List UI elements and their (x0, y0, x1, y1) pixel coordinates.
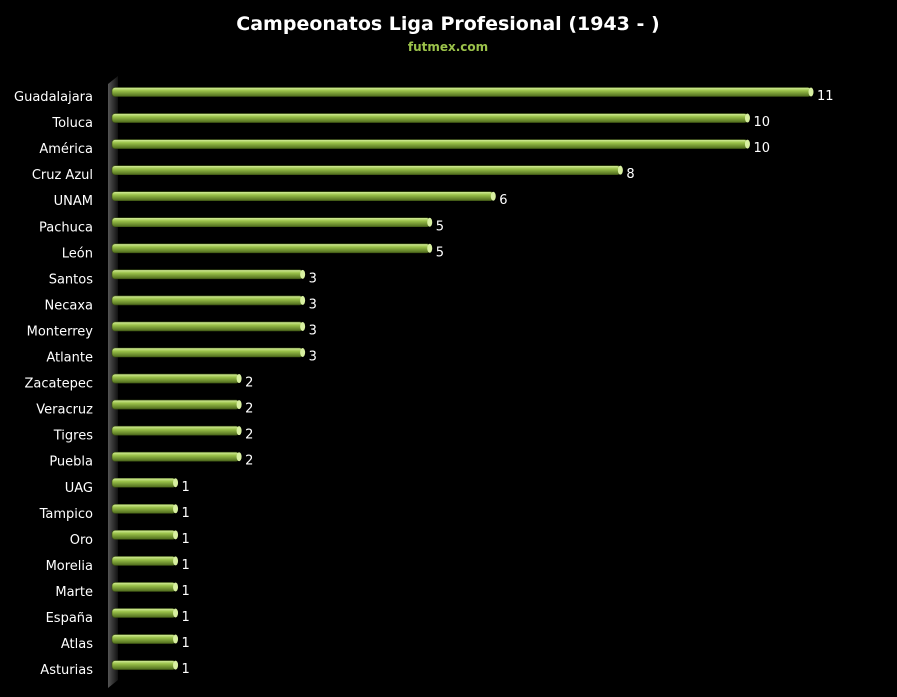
value-label-espana: 1 (182, 610, 190, 625)
value-label-necaxa: 3 (309, 297, 317, 312)
bar-cap-unam (490, 191, 496, 201)
category-label-puebla: Puebla (49, 455, 93, 470)
bars-group (111, 87, 814, 670)
bar-cap-oro (173, 530, 179, 540)
bar-santos (111, 269, 303, 280)
value-label-veracruz: 2 (245, 402, 253, 417)
chart-subtitle: futmex.com (408, 40, 488, 54)
bar-cap-guadalajara (808, 87, 814, 97)
category-label-pachuca: Pachuca (39, 220, 93, 235)
value-label-zacatepec: 2 (245, 376, 253, 391)
bar-cap-zacatepec (236, 374, 242, 384)
bar-pachuca (111, 217, 431, 228)
bar-morelia (111, 556, 176, 566)
category-label-veracruz: Veracruz (36, 403, 93, 418)
bar-leon (111, 243, 431, 254)
category-label-leon: León (62, 246, 93, 261)
bar-america (111, 139, 748, 149)
bar-toluca (111, 113, 748, 123)
value-label-asturias: 1 (182, 662, 190, 677)
bar-necaxa (111, 295, 303, 306)
bar-cap-tigres (236, 426, 242, 436)
bar-oro (111, 530, 176, 540)
bar-monterrey (111, 321, 303, 332)
category-label-espana: España (46, 611, 93, 626)
value-label-unam: 6 (499, 193, 507, 208)
bar-asturias (111, 660, 176, 670)
bar-guadalajara (111, 87, 812, 97)
bar-cap-marte (173, 582, 179, 592)
bar-cap-asturias (173, 660, 179, 670)
value-label-monterrey: 3 (309, 323, 317, 338)
category-label-guadalajara: Guadalajara (14, 90, 93, 105)
bar-puebla (111, 451, 240, 462)
category-label-monterrey: Monterrey (27, 324, 94, 339)
bar-cruz-azul (111, 165, 621, 175)
value-label-morelia: 1 (182, 558, 190, 573)
value-label-atlas: 1 (182, 636, 190, 651)
value-label-marte: 1 (182, 584, 190, 599)
bar-veracruz (111, 399, 240, 410)
category-label-santos: Santos (49, 272, 94, 287)
bar-espana (111, 608, 176, 618)
bar-atlas (111, 634, 176, 644)
category-label-tampico: Tampico (39, 507, 93, 522)
bar-cap-uag (173, 478, 179, 488)
bar-cap-puebla (236, 452, 242, 462)
bar-cap-leon (427, 243, 433, 253)
bar-cap-cruz-azul (617, 165, 623, 175)
category-label-america: América (39, 142, 93, 157)
bar-zacatepec (111, 373, 240, 384)
bar-cap-tampico (173, 504, 179, 514)
category-label-asturias: Asturias (40, 663, 93, 678)
value-label-uag: 1 (182, 480, 190, 495)
value-label-cruz-azul: 8 (626, 167, 634, 182)
bar-cap-morelia (173, 556, 179, 566)
category-label-morelia: Morelia (46, 559, 93, 574)
category-label-marte: Marte (55, 585, 93, 600)
bar-cap-toluca (744, 113, 750, 123)
category-label-tigres: Tigres (53, 429, 93, 444)
value-label-puebla: 2 (245, 454, 253, 469)
value-label-atlante: 3 (309, 350, 317, 365)
bar-cap-espana (173, 608, 179, 618)
bar-uag (111, 477, 176, 488)
category-labels: Guadalajara Toluca América Cruz Azul UNAM Pac… (14, 90, 93, 678)
bar-cap-santos (300, 269, 306, 279)
bar-cap-monterrey (300, 321, 306, 331)
value-label-pachuca: 5 (436, 219, 444, 234)
category-label-zacatepec: Zacatepec (25, 377, 93, 392)
value-label-tigres: 2 (245, 428, 253, 443)
bar-cap-america (744, 139, 750, 149)
category-label-unam: UNAM (54, 194, 93, 209)
bar-marte (111, 582, 176, 592)
category-label-toluca: Toluca (51, 116, 93, 131)
value-label-america: 10 (753, 141, 770, 156)
value-label-tampico: 1 (182, 506, 190, 521)
bar-cap-atlas (173, 634, 179, 644)
value-label-santos: 3 (309, 271, 317, 286)
category-label-atlante: Atlante (46, 351, 93, 366)
bar-cap-veracruz (236, 400, 242, 410)
bar-cap-pachuca (427, 217, 433, 227)
category-label-cruz-azul: Cruz Azul (32, 168, 93, 183)
value-label-toluca: 10 (753, 115, 770, 130)
bar-cap-atlante (300, 348, 306, 357)
bar-tigres (111, 425, 240, 436)
bar-atlante (111, 347, 303, 358)
value-label-leon: 5 (436, 245, 444, 260)
category-label-oro: Oro (70, 533, 93, 548)
value-label-oro: 1 (182, 532, 190, 547)
category-label-uag: UAG (65, 481, 93, 496)
bar-tampico (111, 503, 176, 514)
category-label-atlas: Atlas (61, 637, 93, 652)
chart-title: Campeonatos Liga Profesional (1943 - ) (236, 13, 659, 35)
bar-unam (111, 191, 494, 201)
value-label-guadalajara: 11 (817, 89, 834, 104)
category-label-necaxa: Necaxa (45, 298, 94, 313)
bar-cap-necaxa (300, 295, 306, 305)
